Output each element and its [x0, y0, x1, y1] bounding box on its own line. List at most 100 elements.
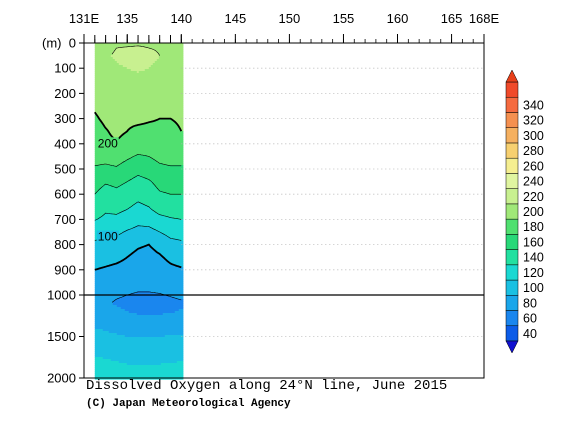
- field-cell: [120, 173, 124, 176]
- field-cell: [164, 253, 168, 256]
- field-cell: [154, 151, 158, 154]
- field-cell: [100, 189, 104, 192]
- field-cell: [120, 145, 124, 148]
- field-cell: [166, 85, 170, 88]
- field-cell: [94, 265, 98, 268]
- field-cell: [130, 163, 134, 166]
- field-cell: [126, 181, 130, 184]
- field-cell: [140, 73, 144, 76]
- field-cell: [136, 93, 140, 96]
- field-cell: [120, 53, 124, 56]
- field-cell: [114, 77, 118, 80]
- field-cell: [156, 141, 160, 144]
- field-cell: [102, 153, 106, 156]
- field-cell: [96, 83, 100, 86]
- field-cell: [118, 131, 122, 134]
- field-cell: [128, 183, 132, 186]
- field-cell: [136, 57, 140, 60]
- field-cell: [104, 269, 108, 272]
- field-cell: [114, 69, 118, 72]
- field-cell: [180, 91, 184, 94]
- field-cell: [110, 197, 114, 200]
- field-cell: [116, 87, 120, 90]
- field-cell: [172, 195, 176, 198]
- field-cell: [172, 265, 176, 268]
- field-cell: [118, 75, 122, 78]
- field-cell: [152, 165, 156, 168]
- field-cell: [100, 155, 104, 158]
- field-cell: [120, 233, 124, 236]
- field-cell: [126, 63, 130, 66]
- field-cell: [104, 253, 108, 256]
- field-cell: [178, 67, 182, 70]
- field-cell: [176, 89, 180, 92]
- field-cell: [136, 145, 140, 148]
- field-cell: [128, 187, 132, 190]
- field-cell: [116, 157, 120, 160]
- field-cell: [110, 131, 114, 134]
- field-cell: [138, 139, 142, 142]
- field-cell: [148, 265, 152, 268]
- field-cell: [122, 115, 126, 118]
- field-cell: [152, 247, 156, 250]
- field-cell: [156, 143, 160, 146]
- field-cell: [172, 91, 176, 94]
- field-cell: [176, 231, 180, 234]
- field-cell: [140, 253, 144, 256]
- field-cell: [134, 149, 138, 152]
- field-cell: [150, 131, 154, 134]
- field-cell: [168, 147, 172, 150]
- field-cell: [132, 165, 136, 168]
- field-cell: [120, 139, 124, 142]
- field-cell: [112, 223, 116, 226]
- field-cell: [168, 45, 172, 48]
- field-cell: [122, 111, 126, 114]
- field-cell: [114, 181, 118, 184]
- field-cell: [176, 45, 180, 48]
- field-cell: [146, 65, 150, 68]
- field-cell: [154, 191, 158, 194]
- field-cell: [158, 201, 162, 204]
- field-cell: [106, 221, 110, 224]
- field-cell: [140, 183, 144, 186]
- field-cell: [154, 189, 158, 192]
- field-cell: [94, 217, 98, 220]
- field-cell: [178, 197, 182, 200]
- field-cell: [124, 103, 128, 106]
- field-cell: [156, 195, 160, 198]
- field-cell: [134, 251, 138, 254]
- field-cell: [140, 135, 144, 138]
- field-cell: [138, 67, 142, 70]
- field-cell: [112, 91, 116, 94]
- field-cell: [108, 265, 112, 268]
- field-cell: [154, 53, 158, 56]
- field-cell: [128, 257, 132, 260]
- field-cell: [146, 91, 150, 94]
- field-cell: [154, 209, 158, 212]
- field-cell: [164, 177, 168, 180]
- field-cell: [162, 137, 166, 140]
- field-cell: [154, 161, 158, 164]
- field-cell: [158, 129, 162, 132]
- field-cell: [94, 153, 98, 156]
- field-cell: [174, 181, 178, 184]
- field-cell: [104, 99, 108, 102]
- field-cell: [172, 117, 176, 120]
- field-cell: [176, 115, 180, 118]
- field-cell: [126, 201, 130, 204]
- field-cell: [102, 211, 106, 214]
- field-cell: [132, 207, 136, 210]
- field-cell: [172, 171, 176, 174]
- field-cell: [144, 159, 148, 162]
- field-cell: [164, 119, 168, 122]
- field-cell: [152, 107, 156, 110]
- field-cell: [134, 123, 138, 126]
- field-cell: [180, 137, 184, 140]
- field-cell: [168, 93, 172, 96]
- field-cell: [116, 201, 120, 204]
- field-cell: [148, 261, 152, 264]
- field-cell: [156, 163, 160, 166]
- field-cell: [158, 133, 162, 136]
- field-cell: [148, 93, 152, 96]
- field-cell: [150, 151, 154, 154]
